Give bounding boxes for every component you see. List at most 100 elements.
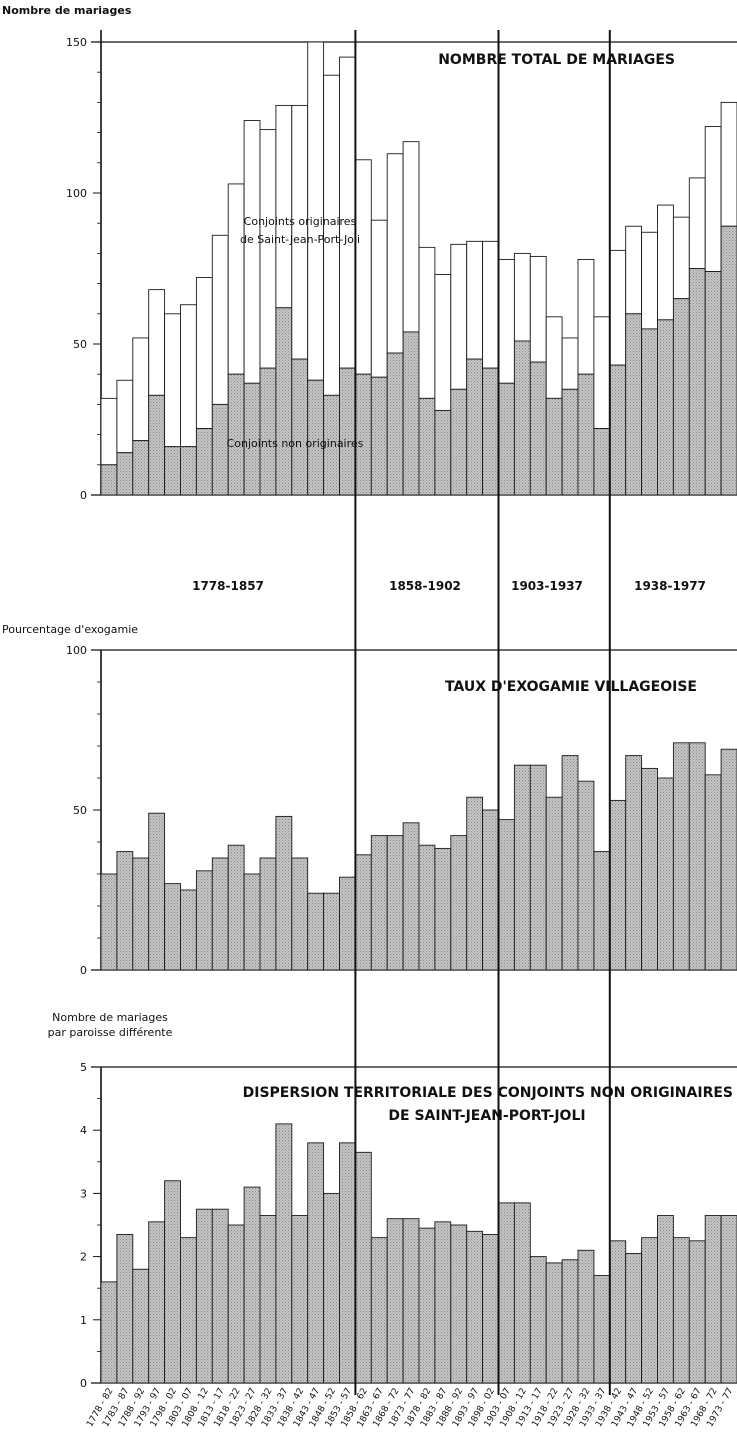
bar-non-originaires (164, 446, 181, 496)
y-tick-label: 3 (80, 1187, 87, 1200)
y-axis-title: Pourcentage d'exogamie (2, 623, 138, 636)
bar (339, 876, 356, 971)
bar-non-originaires (482, 367, 499, 496)
bar-originaires (498, 258, 515, 384)
bar (370, 1237, 388, 1384)
bar-non-originaires (704, 271, 722, 496)
bar (450, 835, 468, 971)
bar (625, 755, 643, 971)
bar-originaires (561, 337, 579, 390)
bar (704, 1215, 722, 1384)
bar-originaires (657, 204, 674, 321)
bar (180, 889, 197, 971)
y-tick-label: 0 (80, 964, 87, 977)
bar-originaires (275, 104, 293, 309)
bar (291, 1215, 309, 1384)
y-tick-label: 150 (66, 36, 87, 49)
bar-non-originaires (498, 382, 515, 496)
y-tick-label: 1 (80, 1314, 87, 1327)
bar-originaires (180, 304, 197, 448)
bar (577, 780, 595, 971)
bar-originaires (339, 56, 356, 369)
bar-originaires (354, 159, 372, 375)
bar-originaires (482, 240, 499, 369)
period-label: 1903-1937 (511, 579, 583, 593)
bar (672, 742, 690, 971)
bar (609, 1240, 627, 1384)
bar-non-originaires (370, 376, 388, 496)
bar (402, 1218, 420, 1384)
bar (195, 870, 213, 971)
bar (243, 1186, 261, 1384)
y-tick-label: 4 (80, 1124, 87, 1137)
bar-originaires (132, 337, 150, 442)
bar-originaires (243, 120, 261, 384)
bar-originaires (466, 240, 484, 360)
bar-non-originaires (227, 373, 245, 496)
bar-originaires (100, 397, 118, 466)
bar (386, 1218, 404, 1384)
bar (434, 1221, 452, 1384)
bar (641, 1237, 658, 1384)
period-label: 1778-1857 (192, 579, 264, 593)
bar-non-originaires (561, 388, 579, 496)
bar-non-originaires (450, 388, 468, 496)
bar-non-originaires (434, 409, 452, 496)
bar (593, 851, 611, 971)
period-label: 1938-1977 (634, 579, 706, 593)
bar (720, 748, 737, 971)
bar-originaires (370, 219, 388, 378)
bar-originaires (529, 255, 547, 363)
bar-non-originaires (418, 397, 436, 496)
period-label: 1858-1902 (389, 579, 461, 593)
bar-non-originaires (466, 358, 484, 496)
bar-non-originaires (339, 367, 356, 496)
annotation: Conjoints non originaires (227, 437, 364, 450)
bar-non-originaires (291, 358, 309, 496)
bar-originaires (609, 249, 627, 366)
bar (498, 819, 515, 971)
bar (434, 847, 452, 971)
bar (577, 1249, 595, 1384)
bar-originaires (386, 153, 404, 354)
bar (529, 1256, 547, 1384)
bar (116, 1234, 134, 1384)
bar (100, 1281, 118, 1384)
bar (307, 892, 325, 971)
bar-originaires (625, 225, 643, 315)
bar (164, 1180, 181, 1384)
bar (513, 764, 531, 971)
bar-non-originaires (354, 373, 372, 496)
bar-non-originaires (657, 319, 674, 496)
bar-originaires (195, 277, 213, 430)
y-tick-label: 0 (80, 1377, 87, 1390)
y-axis-title: par paroisse différente (48, 1026, 173, 1039)
y-tick-label: 100 (66, 187, 87, 200)
bar-originaires (227, 183, 245, 375)
bar-originaires (434, 274, 452, 411)
bar-non-originaires (100, 464, 118, 496)
bar-originaires (577, 258, 595, 375)
bar-originaires (704, 126, 722, 272)
bar (275, 1123, 293, 1384)
bar-non-originaires (688, 268, 706, 496)
bar-originaires (688, 177, 706, 269)
bar-originaires (116, 379, 134, 454)
bar (593, 1275, 611, 1384)
y-tick-label: 5 (80, 1061, 87, 1074)
bar (545, 796, 563, 971)
bar (100, 873, 118, 971)
bar (513, 1202, 531, 1384)
bar (545, 1262, 563, 1384)
bar-originaires (720, 101, 737, 227)
bar-non-originaires (625, 313, 643, 496)
bar-non-originaires (148, 394, 166, 496)
bar (418, 844, 436, 971)
bar (211, 857, 229, 971)
bar-non-originaires (545, 397, 563, 496)
bar-non-originaires (180, 446, 197, 496)
bar (323, 892, 340, 971)
bar-originaires (545, 316, 563, 399)
bar-non-originaires (275, 307, 293, 496)
